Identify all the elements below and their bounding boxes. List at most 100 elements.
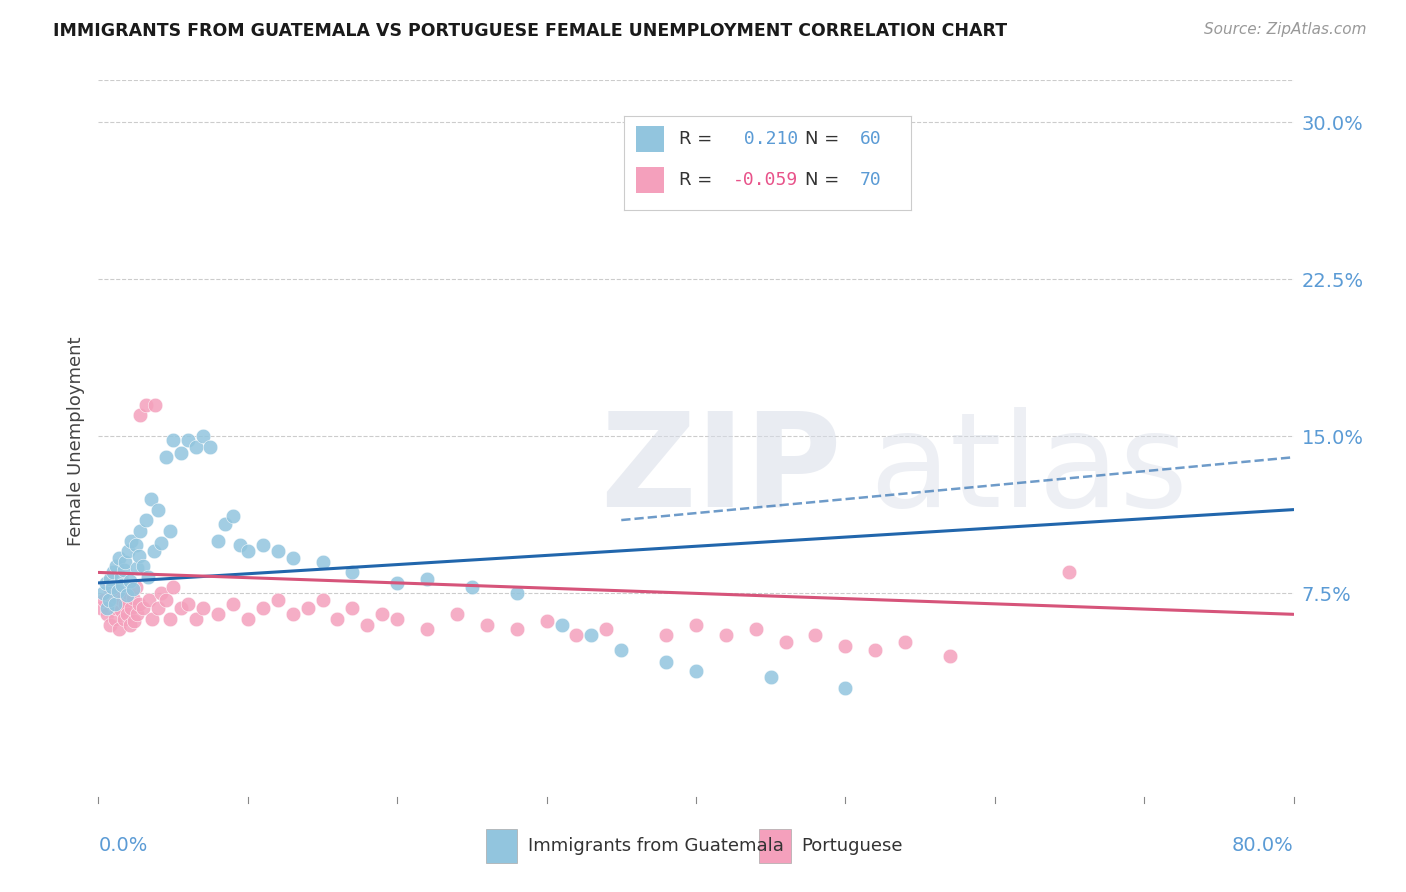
Point — [759, 670, 782, 684]
Point — [108, 550, 131, 565]
Text: atlas: atlas — [869, 407, 1188, 534]
Point — [132, 601, 155, 615]
Point — [461, 580, 484, 594]
Point — [115, 589, 138, 603]
Point — [775, 634, 797, 648]
Point — [150, 586, 173, 600]
Point — [117, 586, 139, 600]
Point — [236, 611, 259, 625]
Point — [103, 566, 125, 580]
Point — [136, 569, 159, 583]
Point — [129, 524, 152, 538]
Point — [125, 580, 148, 594]
Point — [326, 611, 349, 625]
Point — [125, 538, 148, 552]
Point — [114, 555, 136, 569]
Point — [834, 639, 856, 653]
Point — [655, 656, 678, 670]
Point — [184, 611, 207, 625]
Point — [200, 440, 222, 454]
Point — [191, 429, 214, 443]
Point — [169, 446, 191, 460]
Point — [111, 578, 134, 592]
Point — [297, 601, 319, 615]
Point — [177, 597, 200, 611]
Point — [506, 586, 529, 600]
Point — [108, 622, 131, 636]
Point — [281, 607, 304, 622]
Point — [118, 617, 141, 632]
Point — [101, 586, 124, 600]
Point — [475, 617, 498, 632]
Point — [97, 580, 120, 594]
Point — [155, 450, 177, 465]
Point — [191, 601, 214, 615]
Point — [581, 628, 603, 642]
Point — [155, 592, 177, 607]
Point — [685, 617, 707, 632]
Point — [385, 611, 409, 625]
Point — [169, 601, 191, 615]
Y-axis label: Female Unemployment: Female Unemployment — [66, 337, 84, 546]
Point — [207, 534, 229, 549]
Point — [150, 536, 173, 550]
Point — [267, 544, 290, 558]
Point — [105, 559, 128, 574]
Point — [120, 534, 142, 549]
Point — [127, 561, 149, 575]
Point — [685, 664, 707, 678]
Point — [222, 508, 245, 523]
Point — [93, 592, 115, 607]
Point — [267, 592, 290, 607]
Point — [117, 544, 139, 558]
Point — [97, 592, 120, 607]
Point — [148, 502, 170, 516]
Point — [416, 622, 439, 636]
Point — [128, 597, 150, 611]
Point — [112, 563, 135, 577]
Point — [446, 607, 468, 622]
Point — [207, 607, 229, 622]
Point — [132, 559, 155, 574]
Point — [311, 592, 333, 607]
Point — [506, 622, 529, 636]
Point — [939, 649, 962, 664]
Point — [342, 601, 364, 615]
Point — [110, 603, 132, 617]
Point — [184, 440, 207, 454]
Point — [281, 550, 304, 565]
Point — [894, 634, 917, 648]
Point — [124, 614, 146, 628]
Point — [98, 572, 122, 586]
Point — [804, 628, 827, 642]
Point — [90, 601, 112, 615]
Point — [214, 517, 236, 532]
Point — [104, 597, 127, 611]
Point — [159, 524, 181, 538]
Point — [834, 681, 856, 695]
Point — [159, 611, 181, 625]
Point — [141, 611, 163, 625]
Point — [114, 597, 136, 611]
Point — [138, 592, 160, 607]
Point — [135, 513, 157, 527]
Point — [128, 549, 150, 563]
Text: 0.0%: 0.0% — [98, 837, 148, 855]
Point — [96, 607, 118, 622]
Point — [107, 584, 129, 599]
Text: ZIP: ZIP — [600, 407, 842, 534]
Text: Source: ZipAtlas.com: Source: ZipAtlas.com — [1204, 22, 1367, 37]
Point — [148, 601, 170, 615]
Point — [416, 572, 439, 586]
Point — [94, 575, 117, 590]
Point — [110, 569, 132, 583]
Point — [229, 538, 252, 552]
Point — [121, 591, 143, 605]
Point — [121, 582, 143, 597]
Point — [143, 398, 166, 412]
Point — [610, 643, 633, 657]
Point — [98, 617, 122, 632]
Point — [139, 492, 162, 507]
Point — [120, 601, 142, 615]
Point — [104, 611, 127, 625]
